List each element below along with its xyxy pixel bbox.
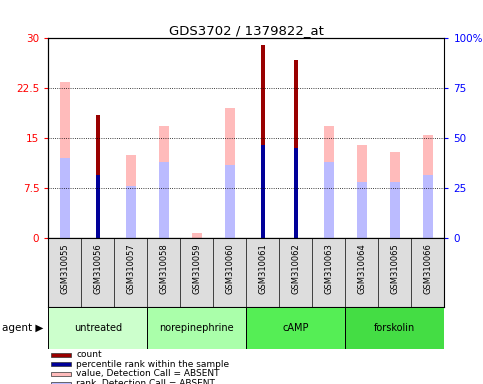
- Text: agent ▶: agent ▶: [2, 323, 43, 333]
- Text: GSM310058: GSM310058: [159, 243, 168, 295]
- Bar: [390, 152, 400, 238]
- Text: GSM310065: GSM310065: [390, 243, 399, 295]
- Bar: [159, 126, 169, 238]
- Bar: [51, 372, 71, 376]
- Title: GDS3702 / 1379822_at: GDS3702 / 1379822_at: [169, 24, 324, 37]
- Bar: [192, 233, 202, 238]
- Bar: [294, 60, 298, 238]
- Bar: [51, 382, 71, 384]
- Text: GSM310060: GSM310060: [226, 243, 234, 295]
- Bar: [324, 126, 334, 238]
- Bar: [96, 175, 100, 238]
- Text: GSM310056: GSM310056: [93, 243, 102, 295]
- Bar: [126, 186, 136, 238]
- Bar: [60, 158, 70, 238]
- Bar: [390, 182, 400, 238]
- Bar: [423, 135, 433, 238]
- Text: GSM310055: GSM310055: [60, 243, 69, 294]
- Bar: [48, 307, 147, 349]
- Text: GSM310061: GSM310061: [258, 243, 267, 295]
- Text: GSM310059: GSM310059: [192, 243, 201, 294]
- Text: percentile rank within the sample: percentile rank within the sample: [76, 360, 229, 369]
- Bar: [324, 162, 334, 238]
- Bar: [51, 353, 71, 357]
- Bar: [345, 307, 444, 349]
- Text: GSM310057: GSM310057: [127, 243, 135, 295]
- Text: GSM310062: GSM310062: [291, 243, 300, 295]
- Text: GSM310066: GSM310066: [424, 243, 432, 295]
- Text: GSM310063: GSM310063: [325, 243, 333, 295]
- Bar: [51, 362, 71, 366]
- Text: value, Detection Call = ABSENT: value, Detection Call = ABSENT: [76, 369, 220, 379]
- Text: GSM310064: GSM310064: [357, 243, 366, 295]
- Bar: [225, 108, 235, 238]
- Bar: [261, 145, 265, 238]
- Bar: [60, 82, 70, 238]
- Bar: [246, 307, 345, 349]
- Bar: [357, 182, 367, 238]
- Text: norepinephrine: norepinephrine: [159, 323, 234, 333]
- Bar: [126, 155, 136, 238]
- Bar: [357, 145, 367, 238]
- Text: untreated: untreated: [74, 323, 122, 333]
- Bar: [423, 175, 433, 238]
- Bar: [225, 165, 235, 238]
- Text: count: count: [76, 350, 101, 359]
- Bar: [294, 148, 298, 238]
- Text: forskolin: forskolin: [374, 323, 415, 333]
- Bar: [159, 162, 169, 238]
- Text: rank, Detection Call = ABSENT: rank, Detection Call = ABSENT: [76, 379, 215, 384]
- Bar: [147, 307, 246, 349]
- Bar: [261, 45, 265, 238]
- Bar: [96, 115, 100, 238]
- Text: cAMP: cAMP: [283, 323, 309, 333]
